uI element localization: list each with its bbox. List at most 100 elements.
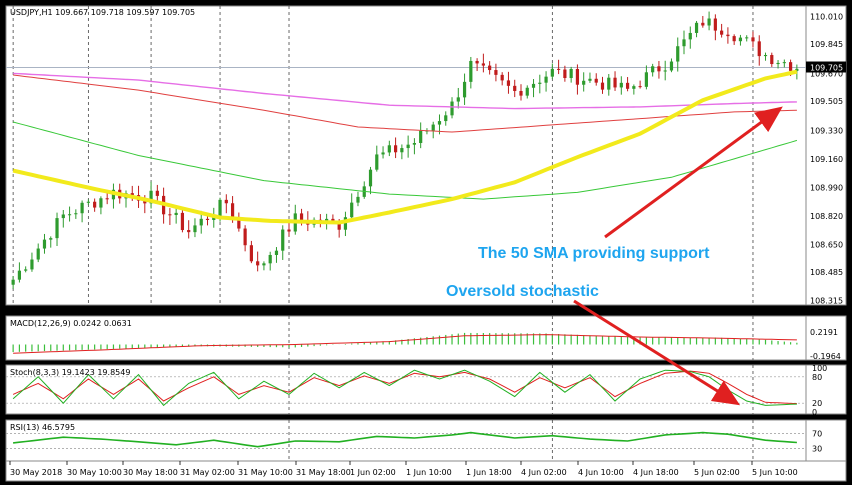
time-tick-label: 5 Jun 10:00 (752, 468, 798, 477)
candle-body (513, 85, 517, 91)
candle-body (193, 225, 197, 233)
current-price-label: 109.705 (810, 64, 843, 73)
stoch-label: Stoch(8,3,3) 19.1423 19.8549 (10, 368, 130, 377)
time-tick-label: 31 May 10:00 (238, 468, 293, 477)
time-tick-label: 4 Jun 10:00 (578, 468, 624, 477)
candle-body (61, 214, 65, 219)
candle-body (11, 279, 15, 285)
candle-body (644, 72, 648, 87)
candle-body (588, 78, 592, 81)
candle-body (550, 68, 554, 77)
candle-body (105, 198, 109, 200)
price-tick-label: 108.990 (810, 183, 843, 192)
macd-tick-label: -0.1964 (810, 352, 841, 361)
price-tick-label: 108.650 (810, 240, 843, 249)
candle-body (67, 214, 72, 216)
candle-body (575, 68, 580, 85)
candle-body (30, 259, 34, 270)
price-tick-label: 108.820 (810, 212, 843, 221)
candle-body (205, 218, 210, 220)
candle-body (494, 70, 498, 75)
candle-body (212, 216, 216, 220)
candle-body (745, 37, 749, 39)
candle-body (368, 169, 373, 187)
candle-body (262, 263, 266, 266)
indicators (12, 332, 798, 448)
time-tick-label: 31 May 02:00 (180, 468, 235, 477)
candle-body (456, 97, 460, 102)
candle-body (682, 39, 686, 47)
rsi-line (13, 431, 797, 448)
candle-body (569, 68, 573, 79)
candle-body (444, 115, 448, 122)
candle-body (249, 245, 253, 262)
candle-body (651, 66, 655, 73)
main-price-axis (805, 5, 847, 306)
candle-body (770, 55, 774, 65)
rsi-tick-label: 30 (812, 445, 822, 454)
candle-body (412, 143, 417, 145)
time-tick-label: 4 Jun 02:00 (521, 468, 567, 477)
candle-body (506, 80, 511, 86)
candle-body (387, 145, 391, 153)
price-tick-label: 108.485 (810, 268, 843, 277)
sma-arrow (604, 106, 783, 239)
candle-body (356, 196, 360, 203)
candle-body (55, 218, 59, 239)
time-tick-label: 1 Jun 18:00 (466, 468, 512, 477)
candle-body (625, 82, 630, 89)
candle-body (149, 190, 153, 204)
price-tick-label: 109.845 (810, 40, 843, 49)
candle-body (619, 82, 623, 88)
candle-body (42, 239, 47, 249)
candle-body (538, 82, 542, 84)
candle-body (500, 74, 504, 81)
candle-body (187, 230, 191, 233)
candle-body (475, 60, 479, 64)
candle-body (375, 154, 379, 170)
candle-body (281, 229, 285, 251)
axis-labels: 110.010 109.845 109.670 109.505 109.330 109.1… (9, 12, 846, 477)
stoch-axis (805, 364, 847, 415)
candle-body (381, 152, 385, 155)
time-axis (5, 460, 847, 482)
candle-body (600, 82, 605, 90)
candle-body (400, 148, 404, 153)
candle-body (437, 121, 442, 125)
candle-body (450, 101, 454, 116)
macd-signal-line (13, 334, 797, 354)
rsi-tick-label: 70 (812, 429, 822, 438)
candle-body (701, 22, 705, 26)
rsi-axis (805, 419, 847, 462)
candle-body (720, 30, 724, 35)
price-tick-label: 109.160 (810, 155, 843, 164)
candle-body (688, 32, 692, 40)
candle-body (86, 201, 90, 203)
candle-body (488, 65, 492, 71)
sma-annotation: The 50 SMA providing support (478, 245, 710, 262)
price-tick-label: 109.505 (810, 97, 843, 106)
macd-axis (805, 315, 847, 361)
candle-body (393, 145, 398, 153)
time-tick-label: 1 Jun 02:00 (350, 468, 396, 477)
candle-body (663, 70, 667, 72)
candle-body (669, 61, 674, 71)
rsi-label: RSI(13) 46.5795 (10, 423, 75, 432)
candle-body (130, 193, 134, 196)
candle-body (732, 36, 736, 42)
candle-body (431, 124, 435, 131)
symbol-header: USDJPY,H1 109.667 109.718 109.597 109.70… (10, 8, 195, 17)
sma50-line (12, 69, 798, 225)
candle-body (757, 41, 761, 57)
stoch-tick-label: 80 (812, 373, 822, 382)
price-tick-label: 109.670 (810, 69, 843, 78)
candle-body (519, 90, 523, 96)
candle-body (199, 218, 203, 226)
candle-body (155, 190, 159, 196)
candle-body (557, 68, 561, 70)
time-tick-label: 30 May 10:00 (67, 468, 122, 477)
candle-body (544, 76, 548, 83)
candle-body (174, 212, 178, 216)
